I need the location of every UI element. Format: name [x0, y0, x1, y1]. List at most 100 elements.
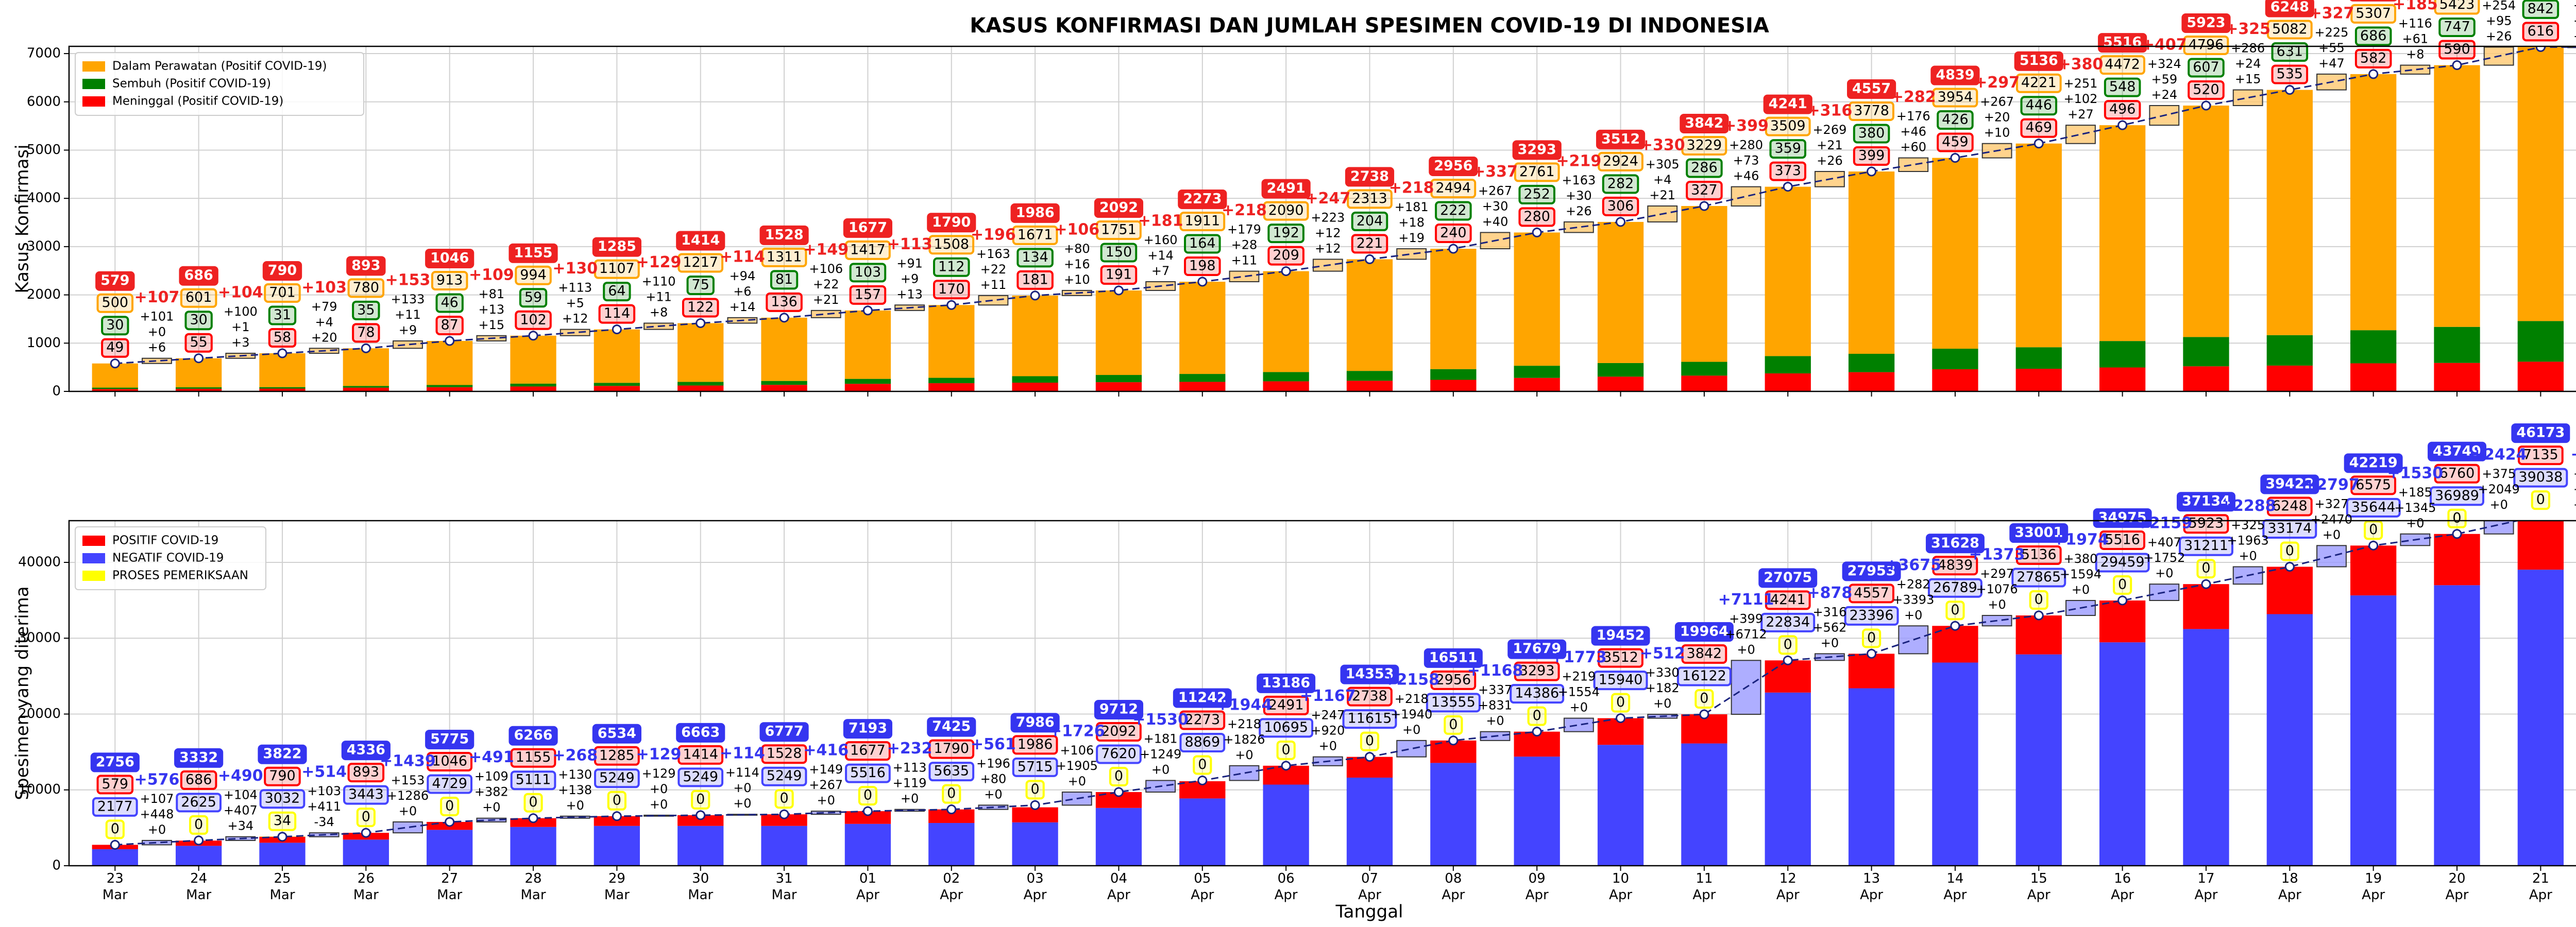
change-label: +30 [1482, 199, 1509, 213]
change-label: +218 [1395, 692, 1429, 706]
value-label: 181 [1022, 271, 1048, 287]
value-label: 34 [274, 813, 291, 829]
total-marker [1950, 621, 1960, 631]
bar-segment [1514, 757, 1560, 866]
value-label: 7193 [849, 720, 887, 736]
total-marker [2117, 595, 2128, 606]
value-label-box [1514, 162, 1560, 182]
value-label-box [264, 766, 301, 786]
change-bar [810, 811, 841, 815]
change-label: +26 [1817, 153, 1843, 168]
value-label: 0 [1867, 630, 1876, 646]
value-label: 3954 [1938, 89, 1973, 105]
value-label: 1528 [767, 746, 802, 762]
value-label: 5715 [1018, 759, 1053, 775]
bar-segment [928, 377, 975, 384]
value-label-box [1340, 664, 1399, 684]
value-label: 327 [1691, 182, 1718, 198]
legend-box [75, 52, 364, 116]
change-label: +0 [2573, 497, 2576, 512]
value-label: 426 [1942, 112, 1969, 128]
value-label: 790 [268, 262, 297, 278]
value-label-box [1596, 129, 1646, 149]
total-marker [528, 331, 538, 341]
total-change-label: +3675 [1885, 556, 1941, 574]
value-label: 1155 [514, 245, 552, 261]
value-label: 2494 [1435, 180, 1471, 196]
change-label: +94 [730, 269, 756, 283]
change-label: +176 [1896, 109, 1930, 124]
y-tick-label: 6000 [27, 94, 61, 109]
value-label-box [592, 724, 641, 744]
value-label: 209 [1273, 247, 1299, 263]
value-label-box [179, 266, 218, 286]
value-label: 380 [1858, 125, 1885, 141]
value-label-box [1345, 167, 1395, 187]
x-tick-label: 15 Apr [2027, 871, 2050, 903]
change-label: +1752 [2143, 551, 2185, 565]
value-label: 103 [855, 264, 882, 280]
y-tick-label: 20000 [18, 706, 61, 722]
value-label-box [933, 257, 970, 277]
value-label-box [1444, 715, 1463, 735]
value-label-box [2531, 490, 2550, 510]
value-label: 19964 [1680, 624, 1728, 640]
value-label: 39038 [2518, 469, 2563, 485]
value-label: 4221 [2021, 75, 2057, 91]
change-label: +47 [2318, 56, 2345, 71]
x-tick-label: 06 Apr [1274, 871, 1298, 903]
change-label: +327 [2315, 496, 2349, 511]
value-label: 4241 [1769, 96, 1807, 112]
bar-segment [427, 340, 473, 385]
axes-frame [68, 520, 2576, 867]
bar-segment [259, 353, 306, 387]
bar-segment [677, 815, 724, 826]
value-label-box [845, 741, 891, 761]
value-label-box [1429, 157, 1478, 177]
value-label-box [1261, 179, 1311, 199]
value-label: 3229 [1687, 137, 1722, 153]
value-label-box [1694, 689, 1714, 709]
value-label-box [761, 247, 807, 267]
change-label: +375 [2482, 467, 2516, 481]
value-label: 0 [779, 791, 788, 806]
bar-segment [677, 385, 724, 391]
value-label-box [1100, 265, 1138, 285]
value-label: 5775 [430, 731, 469, 747]
change-label: +21 [1817, 138, 1843, 152]
total-change-label: +129 [636, 745, 682, 763]
value-label: 5923 [2187, 14, 2225, 30]
total-change-label: +114 [720, 248, 765, 266]
value-label-box [523, 793, 543, 813]
bar-segment [594, 383, 640, 386]
total-marker [1030, 290, 1040, 301]
change-label: +95 [2486, 13, 2512, 28]
change-label: +251 [2063, 76, 2097, 91]
total-change-label: +181 [1138, 212, 1183, 230]
value-label-box [1681, 644, 1727, 664]
bar-segment [2266, 614, 2313, 866]
value-label-box [440, 796, 460, 816]
bar-segment [1514, 366, 1560, 378]
change-label: +113 [893, 761, 927, 775]
change-label: +5 [566, 296, 584, 311]
total-marker [1030, 800, 1040, 810]
change-label: +12 [1315, 241, 1341, 255]
total-marker [1197, 277, 1208, 287]
value-label-box [1512, 140, 1562, 160]
bar-segment [2434, 327, 2480, 363]
value-label: 0 [194, 816, 203, 832]
bar-segment [844, 384, 891, 391]
value-label: 0 [1198, 757, 1207, 772]
change-label: +80 [980, 771, 1007, 786]
bar-segment [1346, 371, 1393, 381]
y-tick-label: 4000 [27, 191, 61, 206]
change-label: +0 [733, 781, 751, 795]
value-label-box [1853, 124, 1890, 144]
value-label-box [2447, 508, 2467, 528]
value-label-box [519, 288, 548, 308]
value-label: 2491 [1268, 697, 1304, 713]
bar-segment [343, 386, 389, 388]
change-label: +269 [1812, 123, 1846, 137]
value-label: 1790 [934, 741, 969, 757]
